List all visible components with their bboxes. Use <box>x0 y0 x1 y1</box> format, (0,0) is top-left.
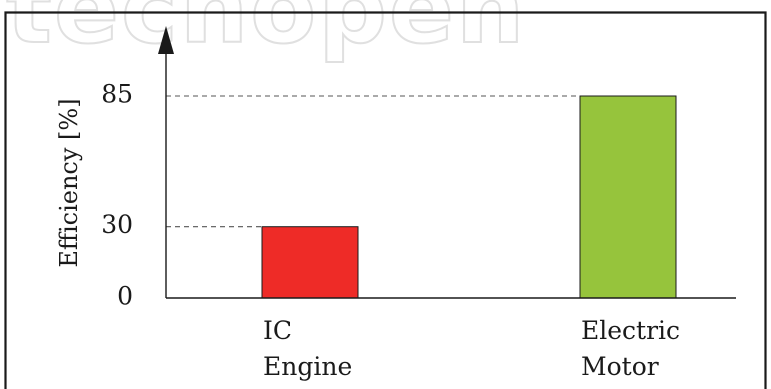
y-axis-label: Efficiency [%] <box>55 98 83 267</box>
category-label: Engine <box>263 352 352 381</box>
y-axis-arrow <box>158 26 174 54</box>
category-label: IC <box>263 316 292 345</box>
y-tick-label: 85 <box>101 80 133 109</box>
bar <box>261 226 359 299</box>
watermark: techopen <box>6 0 526 65</box>
y-tick-label: 30 <box>101 210 133 239</box>
category-label: Motor <box>581 352 659 381</box>
figure-border <box>4 11 767 389</box>
bar <box>579 95 677 299</box>
y-tick-label: 0 <box>117 282 133 311</box>
plot-area: 0 30 85 IC Engine Electric Motor Efficiency [%] <box>55 26 736 381</box>
category-label: Electric <box>581 316 680 345</box>
